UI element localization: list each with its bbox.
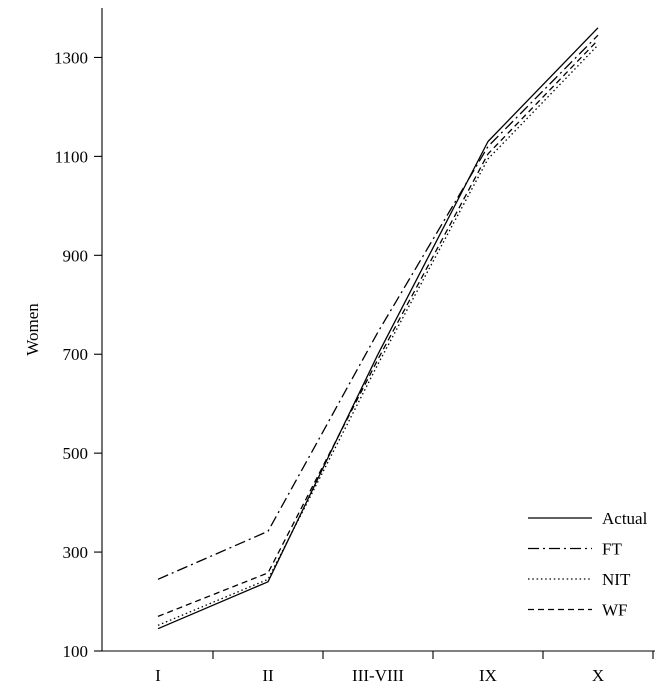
- y-tick-label: 900: [63, 246, 89, 265]
- series-actual-line: [157, 27, 599, 630]
- legend: Actual FT NIT WF: [528, 509, 648, 620]
- x-tick-label: I: [155, 666, 161, 685]
- y-tick-label: 100: [63, 642, 89, 661]
- x-tick-label: X: [592, 666, 604, 685]
- x-tick-label: II: [262, 666, 274, 685]
- y-ticks: 100 300 500 700 900 1100 1300: [54, 48, 102, 661]
- y-tick-label: 300: [63, 543, 89, 562]
- y-axis-label: Women: [23, 303, 42, 356]
- x-tick-label: III-VIII: [352, 666, 404, 685]
- series-nit-line: [157, 44, 599, 626]
- legend-label-nit: NIT: [602, 570, 631, 589]
- series-wf-line: [157, 39, 599, 618]
- y-tick-label: 1100: [55, 147, 88, 166]
- x-ticks: I II III-VIII IX X: [155, 651, 654, 685]
- y-tick-label: 500: [63, 444, 89, 463]
- series-ft-line: [157, 34, 599, 580]
- x-tick-label: IX: [479, 666, 497, 685]
- series-lines: [157, 27, 599, 630]
- legend-label-wf: WF: [602, 601, 628, 620]
- y-tick-label: 700: [63, 345, 89, 364]
- axes: [101, 8, 655, 652]
- y-tick-label: 1300: [54, 48, 88, 67]
- legend-label-ft: FT: [602, 540, 622, 559]
- legend-label-actual: Actual: [602, 509, 648, 528]
